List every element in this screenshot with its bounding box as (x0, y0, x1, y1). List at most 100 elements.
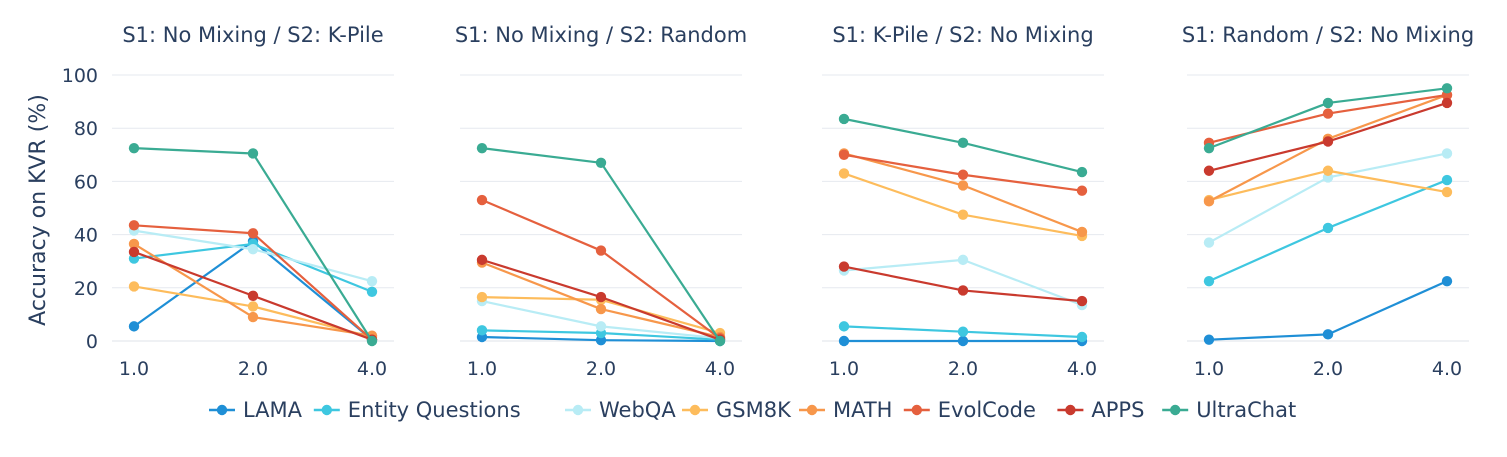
data-point-apps (957, 285, 969, 296)
data-point-gsm8k (838, 168, 850, 179)
data-point-gsm8k (128, 281, 140, 292)
data-point-lama (1322, 329, 1334, 340)
data-point-ultrachat (247, 148, 259, 159)
data-point-apps (595, 291, 607, 303)
data-point-entity-questions (1203, 275, 1215, 287)
legend-swatch-marker (911, 404, 922, 416)
data-point-lama (595, 335, 607, 346)
legend-swatch-marker (572, 404, 584, 416)
y-tick-label: 100 (62, 65, 98, 87)
legend-item-evolcode: EvolCode (903, 398, 1036, 422)
data-point-lama (957, 335, 969, 347)
data-point-lama (128, 321, 140, 332)
data-point-entity-questions (838, 321, 850, 332)
data-point-math (247, 311, 259, 323)
legend-item-apps: APPS (1057, 398, 1144, 422)
data-point-apps (1203, 165, 1215, 176)
x-tick-label: 4.0 (1432, 358, 1462, 380)
x-tick-label: 2.0 (1313, 358, 1343, 380)
data-point-apps (1441, 97, 1453, 109)
legend-item-entity-questions: Entity Questions (313, 398, 521, 422)
data-point-ultrachat (957, 137, 969, 149)
legend-swatch-marker (689, 404, 701, 416)
data-point-evolcode (247, 228, 259, 239)
legend-swatch-marker (321, 404, 332, 416)
panel-title: S1: No Mixing / S2: K-Pile (122, 23, 383, 47)
legend-item-ultrachat: UltraChat (1162, 398, 1296, 422)
legend-label: Entity Questions (348, 398, 521, 422)
y-axis-title: Accuracy on KVR (%) (26, 94, 51, 326)
data-point-evolcode (595, 245, 607, 256)
legend-swatch-marker (1065, 404, 1076, 416)
panel-title: S1: K-Pile / S2: No Mixing (832, 23, 1093, 47)
x-tick-label: 1.0 (467, 358, 497, 380)
legend-swatch-marker (1170, 404, 1181, 416)
x-tick-label: 1.0 (829, 358, 859, 380)
data-point-gsm8k (1322, 165, 1334, 176)
data-point-ultrachat (714, 335, 726, 347)
legend-label: GSM8K (716, 398, 792, 422)
data-point-entity-questions (476, 325, 488, 336)
legend-label: EvolCode (938, 398, 1036, 422)
data-point-math (595, 303, 607, 315)
legend-item-math: MATH (799, 398, 892, 422)
series-line-evolcode (481, 199, 721, 340)
data-point-math (1076, 226, 1088, 238)
data-point-webqa (1203, 237, 1215, 248)
legend-label: LAMA (243, 398, 303, 422)
data-point-webqa (1441, 148, 1453, 159)
data-point-ultrachat (1203, 142, 1215, 154)
legend: LAMA Entity Questions WebQA GSM8K MATH EvolCo… (209, 398, 1296, 422)
x-tick-label: 1.0 (119, 358, 149, 380)
x-tick-label: 1.0 (1194, 358, 1224, 380)
data-point-ultrachat (1322, 97, 1334, 109)
data-point-webqa (957, 254, 969, 266)
data-point-webqa (595, 321, 607, 332)
data-point-apps (1322, 136, 1334, 147)
data-point-webqa (247, 244, 259, 255)
chart-panel-4: S1: Random / S2: No Mixing 1.0 2.0 4.0 (1182, 23, 1474, 380)
y-tick-label: 0 (86, 331, 98, 353)
data-point-entity-questions (366, 286, 378, 297)
series-line-apps (843, 265, 1083, 303)
legend-label: MATH (833, 398, 892, 422)
data-point-apps (247, 290, 259, 301)
x-tick-label: 4.0 (357, 358, 387, 380)
series-line-lama (133, 240, 373, 341)
data-point-evolcode (1322, 108, 1334, 119)
panel-title: S1: No Mixing / S2: Random (455, 23, 747, 47)
data-point-ultrachat (366, 335, 378, 347)
chart-panel-1: S1: No Mixing / S2: K-Pile 0 20 40 60 80 100 1.… (62, 23, 394, 380)
data-point-gsm8k (1441, 186, 1453, 198)
chart-panel-3: S1: K-Pile / S2: No Mixing 1.0 2.0 4.0 (822, 23, 1104, 380)
x-tick-label: 2.0 (586, 358, 616, 380)
x-tick-label: 2.0 (238, 358, 268, 380)
legend-item-lama: LAMA (209, 398, 303, 422)
data-point-apps (128, 246, 140, 258)
y-tick-label: 80 (74, 118, 98, 140)
data-point-ultrachat (1076, 166, 1088, 178)
y-tick-label: 20 (74, 278, 98, 300)
data-point-math (128, 238, 140, 250)
data-point-gsm8k (247, 301, 259, 312)
y-tick-label: 40 (74, 225, 98, 247)
legend-swatch-marker (806, 404, 818, 416)
chart-panel-2: S1: No Mixing / S2: Random 1.0 2.0 4.0 (455, 23, 747, 380)
panels-layer: S1: No Mixing / S2: K-Pile 0 20 40 60 80 100 1.… (62, 23, 1474, 380)
data-point-apps (838, 261, 850, 272)
data-point-lama (1203, 334, 1215, 345)
y-tick-label: 60 (74, 171, 98, 193)
data-point-evolcode (1076, 185, 1088, 196)
data-point-ultrachat (595, 157, 607, 168)
x-tick-label: 4.0 (1067, 358, 1097, 380)
data-point-ultrachat (476, 142, 488, 154)
series-line-math (843, 152, 1083, 233)
x-tick-label: 4.0 (705, 358, 735, 380)
legend-label: WebQA (599, 398, 676, 422)
data-point-apps (476, 254, 488, 266)
data-point-gsm8k (476, 291, 488, 303)
data-point-webqa (366, 275, 378, 287)
legend-swatch-marker (216, 404, 228, 416)
